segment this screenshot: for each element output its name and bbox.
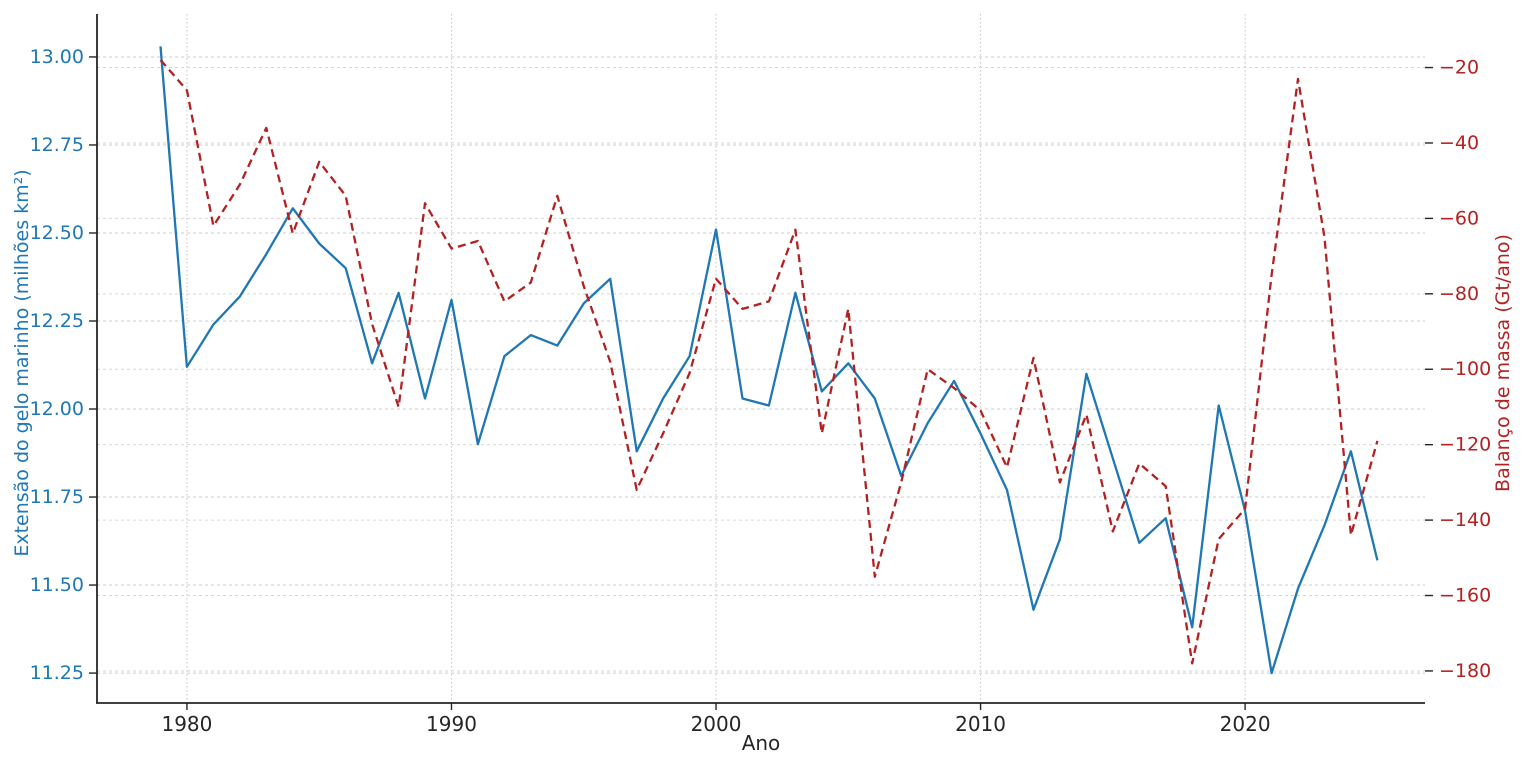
left-tick-label: 11.75 xyxy=(30,486,84,508)
right-tick-label: −60 xyxy=(1439,207,1479,229)
right-y-axis-label: Balanço de massa (Gt/ano) xyxy=(1492,234,1514,492)
x-axis-label: Ano xyxy=(741,731,781,755)
left-tick-label: 12.75 xyxy=(30,134,84,156)
right-tick-label: −160 xyxy=(1439,585,1491,607)
left-tick-label: 11.25 xyxy=(30,662,84,684)
right-tick-label: −80 xyxy=(1439,283,1479,305)
left-tick-label: 12.00 xyxy=(30,398,84,420)
left-tick-label: 11.50 xyxy=(30,574,84,596)
x-tick-label: 2000 xyxy=(691,712,742,736)
left-axis-ticks: 13.00 12.75 12.50 12.25 12.00 11.75 11.50 11.25 xyxy=(30,46,97,684)
right-tick-label: −100 xyxy=(1439,358,1491,380)
x-tick-label: 1990 xyxy=(426,712,477,736)
left-tick-label: 13.00 xyxy=(30,46,84,68)
left-tick-label: 12.25 xyxy=(30,310,84,332)
right-tick-label: −20 xyxy=(1439,57,1479,79)
right-axis-ticks: −20 −40 −60 −80 −100 −120 −140 −160 −180 xyxy=(1425,57,1491,682)
x-axis-ticks: 1980 1990 2000 2010 2020 xyxy=(161,703,1271,736)
x-tick-label: 1980 xyxy=(161,712,212,736)
gridlines xyxy=(97,14,1425,703)
x-tick-label: 2020 xyxy=(1220,712,1271,736)
right-tick-label: −120 xyxy=(1439,434,1491,456)
x-tick-label: 2010 xyxy=(955,712,1006,736)
left-tick-label: 12.50 xyxy=(30,222,84,244)
right-tick-label: −180 xyxy=(1439,660,1491,682)
sea-ice-extent-line xyxy=(159,46,1379,675)
right-tick-label: −140 xyxy=(1439,509,1491,531)
right-tick-label: −40 xyxy=(1439,132,1479,154)
left-y-axis-label: Extensão do gelo marinho (milhões km²) xyxy=(11,169,33,557)
mass-balance-line xyxy=(159,59,1379,665)
